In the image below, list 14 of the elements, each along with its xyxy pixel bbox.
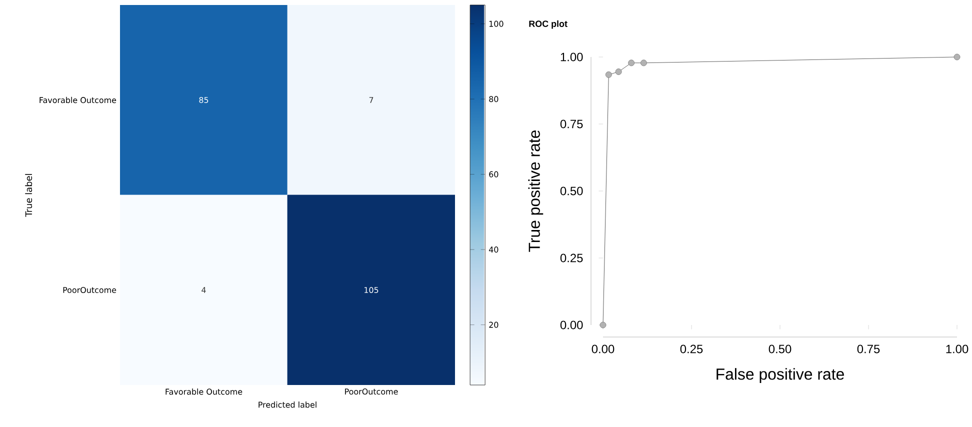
- x-tick-label: 0.25: [680, 344, 703, 354]
- y-tick-label: 0.50: [560, 186, 583, 196]
- x-tick-label: 0.00: [592, 344, 614, 354]
- x-axis-title: False positive rate: [716, 368, 844, 383]
- y-tick-label: 1.00: [560, 52, 583, 62]
- chart-title: ROC plot: [529, 20, 568, 29]
- y-tick-label: 0.25: [560, 254, 583, 262]
- x-tick-label: 1.00: [946, 344, 968, 354]
- y-axis-title: True positive rate: [528, 130, 544, 252]
- x-tick-label: 0.75: [857, 344, 880, 354]
- y-tick-label: 0.00: [560, 320, 583, 330]
- y-axis-title: True label: [25, 174, 32, 217]
- y-tick-label: 0.75: [560, 120, 583, 128]
- x-tick-label: 0.50: [768, 344, 792, 354]
